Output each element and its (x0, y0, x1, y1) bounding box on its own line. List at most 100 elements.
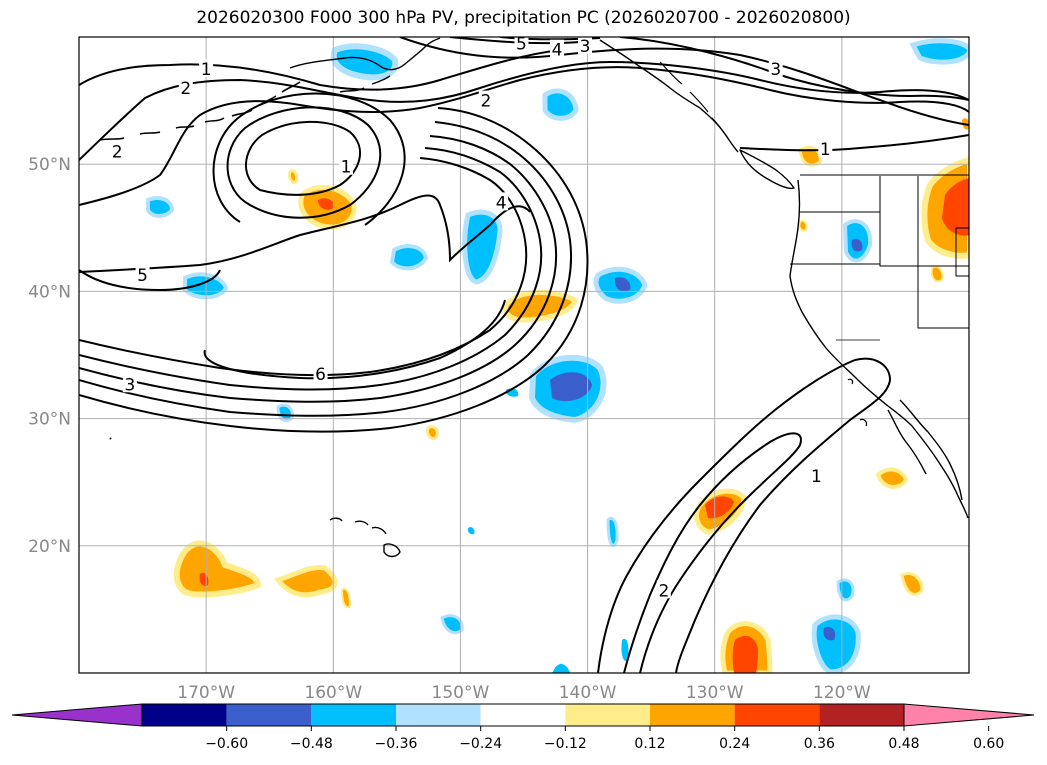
contour-label: 2 (112, 142, 123, 162)
precip-blob (288, 169, 298, 184)
pv-contour (203, 299, 506, 380)
lon-label: 160°W (304, 683, 362, 703)
precip-blob (909, 38, 969, 65)
contour-label-bg (339, 156, 353, 175)
precip-blob (542, 88, 579, 121)
precip-blob (462, 209, 503, 285)
precip-blob (146, 196, 175, 218)
colorbar-swatch (734, 704, 820, 726)
colorbar-swatch (819, 704, 904, 726)
pv-contour (619, 37, 969, 101)
colorbar-tick-label: 0.48 (888, 736, 919, 752)
colorbar-extend-low (11, 703, 143, 727)
colorbar-swatch (226, 704, 312, 726)
map-title: 2026020300 F000 300 hPa PV, precipitatio… (196, 8, 851, 28)
contour-label: 2 (658, 581, 669, 601)
contour-label: 5 (516, 34, 527, 54)
pv-contour (623, 432, 802, 673)
precip-blob (875, 467, 909, 489)
pv-contour (79, 269, 221, 292)
pv-contour (399, 37, 969, 126)
contour-label: 3 (580, 37, 591, 57)
contour-label-bg (809, 465, 824, 484)
lon-label: 140°W (559, 683, 617, 703)
contour-label: 2 (480, 92, 491, 112)
contour-label-bg (313, 364, 328, 383)
colorbar-tick-label: 0.60 (973, 736, 1004, 752)
precip-blob (614, 277, 631, 292)
precip-blob (440, 614, 464, 635)
contour-label: 4 (552, 41, 563, 61)
contour-label-bg (514, 33, 529, 52)
contour-label-bg (768, 58, 783, 77)
contour-label: 1 (811, 467, 822, 487)
precip-blob (467, 527, 475, 535)
precip-blob (798, 146, 822, 167)
precip-blob (173, 540, 262, 598)
colorbar-swatch (311, 704, 396, 726)
pv-contour (79, 121, 572, 417)
pv-contour (597, 357, 892, 673)
precip-blob (276, 403, 294, 423)
pv-contour (79, 147, 543, 391)
contour-label-bg (478, 90, 493, 109)
contour-label: 3 (124, 375, 135, 395)
contour-label: 1 (201, 60, 212, 80)
contour-label-bg (818, 138, 833, 157)
precip-blob (811, 614, 861, 673)
precip-blob (340, 587, 352, 609)
precip-blob (552, 663, 570, 673)
precip-blob (823, 626, 836, 641)
contour-label: 5 (137, 266, 148, 286)
pv-contour (79, 194, 531, 273)
colorbar-swatch (142, 704, 227, 726)
pv-contour (79, 135, 558, 403)
precip-blob (930, 265, 944, 283)
pv-contour (245, 120, 361, 196)
precip-blob (621, 638, 629, 662)
lon-label: 120°W (813, 683, 871, 703)
latitude-labels: 50°N 40°N 30°N 20°N (28, 155, 71, 557)
contour-label: 6 (315, 365, 326, 385)
colorbar: −0.60 −0.48 −0.36 −0.24 −0.12 0.12 0.24 0.36 0.4… (11, 703, 1035, 752)
contour-label-bg (550, 39, 565, 58)
lat-label: 50°N (28, 155, 71, 175)
precip-blob (389, 244, 429, 271)
colorbar-tick-label: −0.12 (544, 736, 587, 752)
contour-label-bg (110, 141, 125, 160)
lat-label: 20°N (28, 537, 71, 557)
colorbar-tick-label: −0.48 (290, 736, 333, 752)
pv-contour (739, 134, 969, 152)
precip-blob (836, 578, 855, 602)
pv-contour (79, 107, 589, 433)
lon-label: 150°W (432, 683, 490, 703)
colorbar-swatch (396, 704, 481, 726)
precip-blob (330, 43, 399, 81)
precip-blob (550, 372, 592, 402)
colorbar-swatch (650, 704, 735, 726)
lon-label: 130°W (686, 683, 744, 703)
precipitation-shading (146, 38, 969, 673)
contour-label-bg (578, 35, 593, 54)
contour-label-bg (656, 580, 671, 599)
graticule (79, 37, 969, 673)
colorbar-swatch (565, 704, 650, 726)
precip-blob (798, 219, 808, 232)
longitude-labels: 170°W 160°W 150°W 140°W 130°W 120°W (177, 683, 871, 703)
contour-label-bg (135, 264, 150, 283)
pv-contour (226, 106, 382, 219)
precip-blob (273, 564, 338, 598)
lat-label: 30°N (28, 410, 71, 430)
pv-contour (79, 49, 561, 91)
contour-label: 1 (820, 140, 831, 160)
precip-blob (606, 516, 619, 547)
colorbar-tick-label: −0.36 (375, 736, 418, 752)
colorbar-tick-label: −0.24 (459, 736, 502, 752)
pv-contours (79, 37, 969, 673)
contour-label: 2 (180, 79, 191, 99)
lon-label: 170°W (177, 683, 235, 703)
precip-blob (732, 635, 758, 673)
precip-blob (426, 425, 439, 440)
colorbar-tick-label: −0.60 (205, 736, 248, 752)
